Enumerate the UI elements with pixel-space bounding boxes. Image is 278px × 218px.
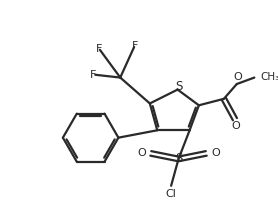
Text: F: F xyxy=(96,44,102,54)
Text: S: S xyxy=(175,152,182,165)
Text: Cl: Cl xyxy=(166,189,177,199)
Text: CH₃: CH₃ xyxy=(260,72,278,82)
Text: O: O xyxy=(232,121,240,131)
Text: F: F xyxy=(132,41,138,51)
Text: O: O xyxy=(211,148,220,158)
Text: O: O xyxy=(233,72,242,82)
Text: F: F xyxy=(90,70,97,80)
Text: O: O xyxy=(137,148,146,158)
Text: S: S xyxy=(175,80,182,93)
